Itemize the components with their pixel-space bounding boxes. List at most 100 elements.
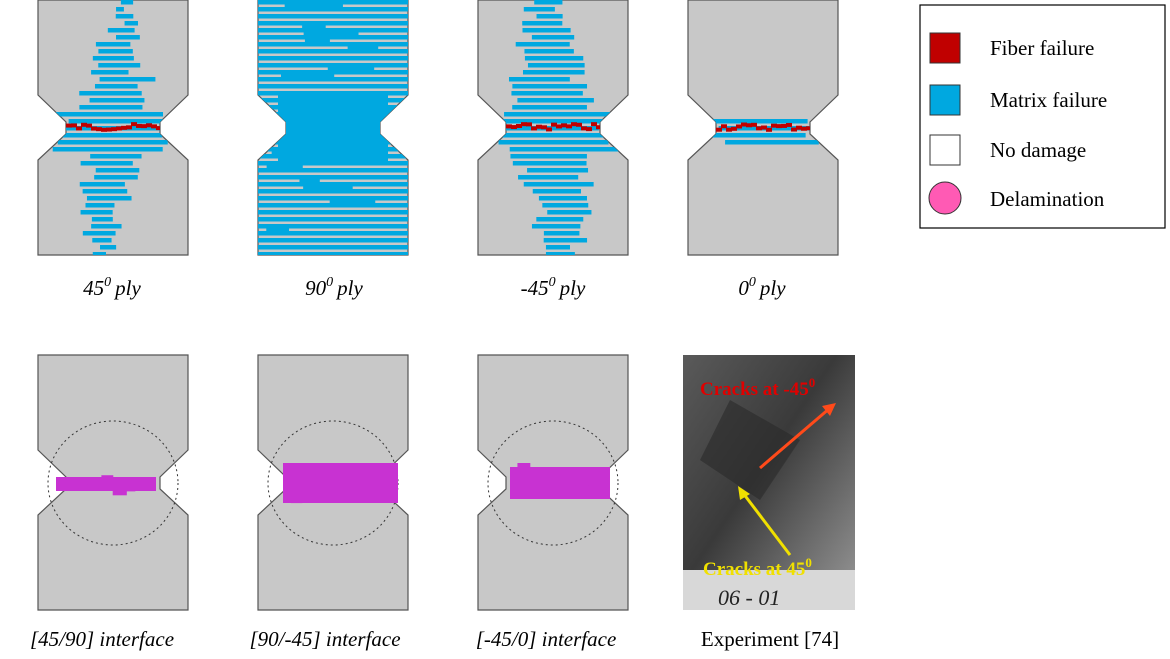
damage-cell	[258, 0, 408, 5]
damage-cell	[542, 203, 588, 208]
damage-cell	[100, 77, 156, 82]
delamination	[549, 474, 559, 479]
experiment-caption: Experiment [74]	[701, 627, 839, 651]
damage-cell	[258, 49, 408, 54]
damage-cell	[258, 7, 408, 12]
damage-cell	[766, 128, 772, 132]
damage-cell	[532, 224, 580, 229]
damage-cell	[96, 168, 140, 173]
damage-cell	[518, 175, 578, 180]
delamination	[575, 485, 588, 490]
damage-cell	[258, 189, 408, 194]
damage-cell	[108, 28, 135, 33]
damage-cell	[302, 256, 337, 259]
damage-cell	[302, 25, 326, 28]
damage-cell	[258, 252, 408, 257]
damage-cell	[258, 175, 408, 180]
interface-caption: [-45/0] interface	[476, 627, 617, 651]
damage-cell	[532, 35, 574, 40]
damage-cell	[93, 252, 106, 257]
damage-cell	[596, 125, 602, 129]
delamination	[291, 465, 303, 470]
damage	[258, 0, 408, 259]
damage-cell	[525, 56, 583, 61]
damage-cell	[92, 238, 111, 243]
damage-cell	[258, 196, 408, 201]
damage-cell	[544, 231, 580, 236]
damage-cell	[53, 112, 163, 117]
damage-cell	[258, 77, 408, 82]
damage-cell	[522, 28, 570, 33]
damage-cell	[258, 56, 408, 61]
delamination	[514, 480, 524, 485]
damage-cell	[524, 49, 573, 54]
legend-swatch	[930, 33, 960, 63]
legend-swatch	[929, 182, 961, 214]
damage-cell	[526, 122, 532, 126]
damage-cell	[751, 123, 757, 127]
damage-cell	[510, 147, 620, 152]
damage-cell	[586, 127, 592, 131]
damage-cell	[330, 200, 376, 203]
delamination	[98, 484, 110, 489]
damage-cell	[87, 196, 132, 201]
damage-cell	[95, 84, 138, 89]
damage-cell	[524, 7, 555, 12]
damage-cell	[76, 126, 82, 130]
damage-cell	[512, 105, 587, 110]
delamination	[368, 492, 385, 497]
damage-cell	[258, 35, 408, 40]
damage-cell	[80, 182, 125, 187]
damage-cell	[258, 168, 408, 173]
crack-annotation: Cracks at -450	[700, 375, 815, 400]
damage-cell	[539, 196, 587, 201]
damage-cell	[517, 98, 594, 103]
damage-cell	[92, 217, 113, 222]
damage-cell	[91, 224, 121, 229]
damage-cell	[90, 98, 145, 103]
damage-cell	[85, 203, 114, 208]
damage-cell	[91, 70, 128, 75]
damage-cell	[504, 112, 614, 117]
damage-cell	[725, 140, 819, 145]
damage-cell	[258, 91, 408, 96]
damage-cell	[281, 74, 334, 77]
delamination	[78, 484, 87, 489]
damage-cell	[710, 119, 807, 124]
ply-caption: 450ply	[83, 275, 141, 300]
damage-cell	[348, 46, 379, 49]
damage-cell	[496, 133, 606, 138]
legend-label: Fiber failure	[990, 36, 1094, 60]
damage-cell	[258, 21, 408, 26]
damage-cell	[258, 63, 408, 68]
damage-cell	[516, 42, 570, 47]
damage-cell	[305, 39, 330, 42]
damage-cell	[258, 238, 408, 243]
interface-caption: [45/90] interface	[30, 627, 174, 651]
damage-cell	[328, 67, 374, 70]
damage-cell	[258, 84, 408, 89]
specimen-label: 06 - 01	[718, 585, 780, 610]
damage-cell	[83, 231, 116, 236]
damage-cell	[527, 168, 588, 173]
damage-cell	[278, 95, 388, 165]
delamination	[122, 486, 135, 491]
damage-cell	[96, 42, 130, 47]
legend-swatch	[930, 85, 960, 115]
damage-cell	[511, 91, 582, 96]
damage-cell	[522, 21, 562, 26]
damage-cell	[512, 84, 587, 89]
damage-cell	[81, 210, 113, 215]
damage-cell	[258, 224, 408, 229]
damage-cell	[121, 0, 133, 5]
legend-label: Matrix failure	[990, 88, 1107, 112]
damage-cell	[258, 210, 408, 215]
damage-cell	[537, 14, 563, 19]
damage-cell	[258, 42, 408, 47]
delamination	[101, 475, 113, 480]
legend-label: No damage	[990, 138, 1086, 162]
damage-cell	[304, 32, 359, 35]
damage-cell	[79, 91, 141, 96]
damage-cell	[93, 56, 134, 61]
